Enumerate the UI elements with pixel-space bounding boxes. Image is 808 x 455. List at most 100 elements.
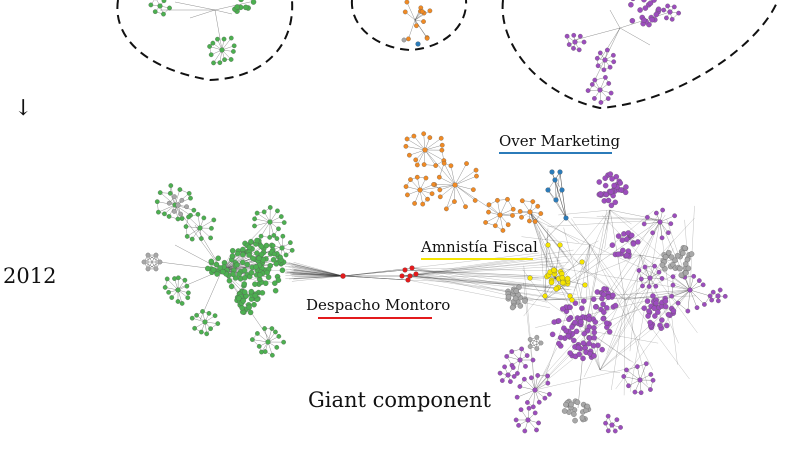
edge — [342, 275, 409, 281]
green-node — [205, 265, 211, 272]
green-node — [156, 209, 161, 215]
yellow-node — [559, 279, 566, 286]
purple-node — [576, 47, 582, 53]
edge — [565, 217, 591, 246]
purple-node — [608, 90, 614, 96]
edge — [599, 289, 691, 371]
orange-node — [406, 36, 411, 42]
orange-node — [420, 201, 426, 207]
edge — [292, 268, 344, 277]
red-node — [409, 265, 415, 271]
purple-node — [610, 292, 616, 299]
green-node — [202, 319, 208, 325]
purple-node — [571, 32, 577, 38]
edge — [409, 275, 533, 278]
green-node — [247, 309, 254, 316]
orange-node — [403, 143, 409, 149]
edge — [534, 375, 548, 391]
edge — [290, 273, 344, 277]
purple-node — [525, 400, 530, 405]
green-node — [194, 312, 199, 318]
green-node — [250, 337, 255, 342]
green-node — [236, 271, 242, 277]
purple-node — [575, 344, 582, 351]
gray-node — [568, 401, 574, 408]
orange-node — [505, 196, 510, 202]
gray-node — [579, 415, 586, 421]
edge — [439, 184, 456, 191]
purple-node — [662, 303, 669, 310]
edge — [293, 275, 344, 280]
yellow-node — [559, 275, 566, 281]
purple-node — [612, 199, 619, 206]
green-node — [211, 60, 216, 66]
orange-node — [500, 228, 506, 233]
red-node — [405, 277, 411, 283]
purple-node — [655, 6, 662, 13]
orange-node — [414, 162, 420, 168]
gray-node — [175, 202, 181, 208]
edge — [624, 289, 691, 301]
edge — [529, 211, 580, 265]
yellow-node — [551, 267, 557, 273]
green-node — [213, 261, 220, 268]
purple-node — [612, 302, 619, 309]
purple-node — [604, 47, 610, 53]
purple-node — [517, 357, 523, 363]
gray-node — [682, 245, 688, 251]
green-node — [208, 52, 214, 58]
edge — [409, 275, 565, 300]
green-node — [278, 214, 284, 219]
purple-node — [605, 197, 612, 204]
purple-node — [637, 7, 643, 13]
green-node — [208, 326, 213, 332]
edge — [401, 255, 570, 277]
green-node — [195, 211, 201, 217]
green-node — [244, 261, 250, 268]
green-node — [217, 60, 223, 66]
purple-node — [597, 50, 603, 56]
green-node — [256, 255, 262, 262]
orange-node — [411, 133, 417, 139]
purple-node — [591, 329, 598, 336]
purple-node — [606, 81, 612, 86]
green-node — [265, 339, 271, 345]
green-node — [272, 280, 278, 286]
orange-node — [425, 196, 430, 202]
orange-node — [535, 203, 541, 209]
purple-node — [606, 329, 613, 335]
gray-node — [674, 252, 681, 259]
orange-node — [530, 199, 536, 204]
orange-node — [472, 198, 478, 203]
green-node — [272, 287, 279, 294]
purple-node — [511, 374, 517, 379]
edge — [254, 218, 271, 223]
edge — [615, 289, 691, 390]
blue-node — [553, 197, 559, 203]
green-node — [179, 216, 185, 221]
orange-node — [437, 187, 443, 193]
purple-node — [632, 389, 638, 395]
edge — [285, 270, 344, 277]
purple-node — [652, 263, 657, 269]
purple-node — [619, 237, 626, 243]
purple-node — [675, 300, 681, 306]
green-node — [219, 47, 225, 53]
edge — [604, 209, 611, 249]
edge — [411, 267, 549, 287]
purple-node — [602, 175, 608, 181]
edge — [199, 219, 214, 229]
edge — [409, 275, 530, 287]
purple-node — [659, 317, 665, 323]
green-node — [204, 331, 210, 337]
edge — [589, 240, 599, 246]
green-node — [200, 309, 205, 314]
edge — [439, 163, 445, 178]
purple-node — [526, 405, 532, 411]
edge — [623, 299, 626, 396]
edge — [254, 221, 271, 227]
green-node — [256, 344, 262, 349]
edge — [406, 138, 426, 151]
edge — [424, 149, 456, 186]
